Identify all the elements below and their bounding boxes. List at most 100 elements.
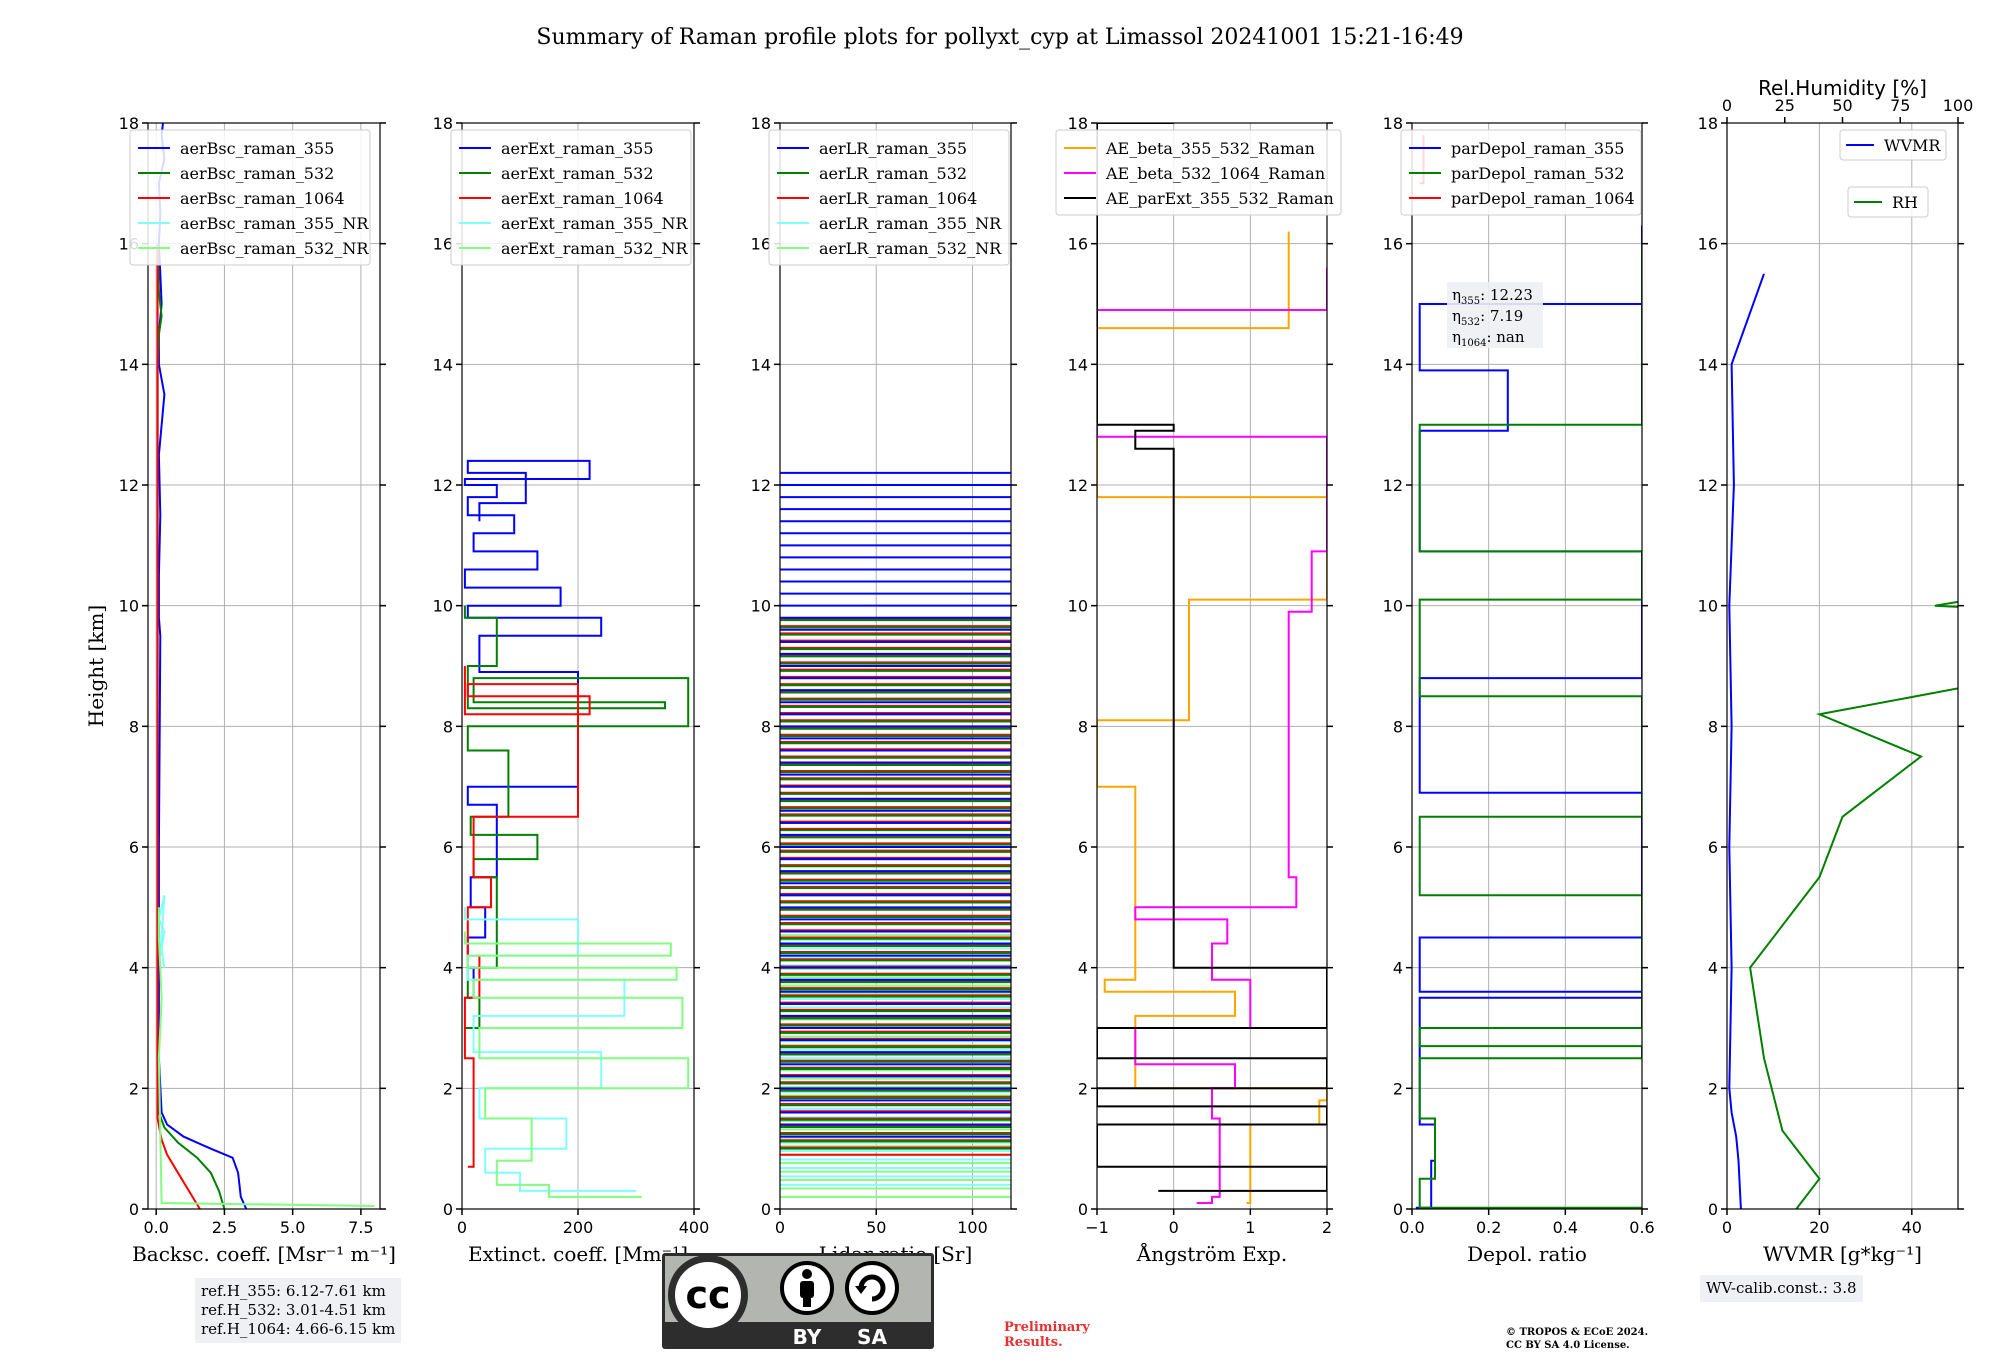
prelim-line-1: Preliminary — [1004, 1320, 1090, 1335]
y-tick-label: 12 — [751, 476, 771, 495]
y-tick-label: 6 — [1078, 838, 1088, 857]
x-tick-label: 7.5 — [348, 1218, 373, 1237]
y-tick-label: 10 — [1698, 597, 1718, 616]
y-tick-label: 2 — [1393, 1079, 1403, 1098]
cc-text: cc — [685, 1273, 730, 1317]
legend-label: WVMR — [1884, 136, 1941, 155]
series-AE_beta_532_1064_Raman — [1097, 267, 1327, 1204]
y-tick-label: 10 — [1383, 597, 1403, 616]
x-axis-label: Backsc. coeff. [Msr⁻¹ m⁻¹] — [132, 1242, 396, 1266]
copyright-note: © TROPOS & ECoE 2024. CC BY SA 4.0 Licen… — [1506, 1326, 1648, 1352]
y-tick-label: 18 — [1383, 114, 1403, 133]
copyright-line-1: © TROPOS & ECoE 2024. — [1506, 1327, 1649, 1338]
y-tick-label: 18 — [751, 114, 771, 133]
y-tick-label: 12 — [119, 476, 139, 495]
y-tick-label: 2 — [761, 1079, 771, 1098]
y-tick-label: 6 — [761, 838, 771, 857]
legend-label: parDepol_raman_355 — [1451, 139, 1624, 158]
legend-label: aerLR_raman_532 — [819, 164, 967, 183]
ref-h-532: ref.H_532: 3.01-4.51 km — [201, 1301, 386, 1319]
x-tick-label: 40 — [1902, 1218, 1922, 1237]
x-tick-label: 0.2 — [1476, 1218, 1501, 1237]
y-tick-label: 16 — [1383, 235, 1403, 254]
legend-label: aerExt_raman_355_NR — [501, 214, 689, 233]
series-aerBsc_raman_1064 — [156, 243, 201, 1209]
series-group — [463, 459, 690, 1198]
y-tick-label: 2 — [1078, 1079, 1088, 1098]
legend-box — [450, 129, 692, 266]
x-tick-label: 0 — [457, 1218, 467, 1237]
series-aerBsc_raman_532_NR — [157, 907, 375, 1207]
panel-lr: 024681012141618050100Lidar ratio [Sr]aer… — [751, 114, 1017, 1266]
legend-label: aerLR_raman_355_NR — [819, 214, 1002, 233]
wv-calibration-box: WV-calib.const.: 3.8 — [1700, 1275, 1863, 1302]
x-tick-label: 2.5 — [212, 1218, 237, 1237]
plot-frame — [1096, 122, 1328, 1210]
series-group — [156, 123, 375, 1209]
legend-label: AE_parExt_355_532_Raman — [1105, 189, 1334, 208]
x-tick-label: 100 — [957, 1218, 988, 1237]
y-tick-label: 0 — [129, 1200, 139, 1219]
y-tick-label: 6 — [1708, 838, 1718, 857]
series-WVMR — [1728, 273, 1765, 1209]
y-tick-label: 12 — [1698, 476, 1718, 495]
series-aerBsc_raman_355 — [157, 123, 248, 1209]
legend-label: aerExt_raman_532_NR — [501, 239, 689, 258]
series-parDepol_raman_355 — [1415, 225, 1642, 1209]
x-axis-label: Depol. ratio — [1467, 1242, 1587, 1266]
y-tick-label: 8 — [761, 717, 771, 736]
y-tick-label: 12 — [433, 476, 453, 495]
series-group — [1728, 273, 1958, 1209]
y-tick-label: 4 — [761, 959, 771, 978]
y-tick-label: 10 — [119, 597, 139, 616]
plot-frame — [779, 122, 1012, 1210]
x-tick-label: 0.0 — [143, 1218, 168, 1237]
plot-frame — [1411, 122, 1643, 1210]
legend-label: AE_beta_532_1064_Raman — [1105, 164, 1325, 183]
series-AE_beta_355_532_Raman — [1097, 231, 1327, 1204]
y-tick-label: 10 — [433, 597, 453, 616]
legend-label: aerExt_raman_1064 — [501, 189, 664, 208]
y-tick-label: 0 — [1393, 1200, 1403, 1219]
ref-h-1064: ref.H_1064: 4.66-6.15 km — [201, 1320, 396, 1338]
x-tick-label: 0 — [1722, 1218, 1732, 1237]
legend-label: aerBsc_raman_1064 — [180, 189, 345, 208]
top-x-tick-label: 50 — [1832, 96, 1852, 115]
y-tick-label: 8 — [443, 717, 453, 736]
x-tick-label: 50 — [866, 1218, 886, 1237]
series-AE_parExt_355_532_Raman — [1097, 123, 1327, 1192]
reference-height-box: ref.H_355: 6.12-7.61 km ref.H_532: 3.01-… — [195, 1278, 402, 1343]
y-tick-label: 12 — [1068, 476, 1088, 495]
sa-label: SA — [857, 1325, 887, 1349]
legend-box — [129, 129, 371, 266]
series-aerExt_raman_355_NR — [463, 907, 636, 1192]
panel-depol: 0 2 4 6 8 10 12 14 16 18 0.0 0.2 0.4 0.6 Depol. ratio p… — [1383, 114, 1655, 1266]
x-tick-label: 5.0 — [280, 1218, 305, 1237]
top-x-tick-label: 0 — [1722, 96, 1732, 115]
x-tick-label: −1 — [1085, 1218, 1109, 1237]
by-label: BY — [793, 1325, 822, 1349]
y-tick-label: 18 — [433, 114, 453, 133]
y-tick-label: 4 — [1393, 959, 1403, 978]
x-tick-label: 20 — [1809, 1218, 1829, 1237]
legend-box — [1839, 129, 1947, 161]
legend-label: parDepol_raman_1064 — [1451, 189, 1635, 208]
x-axis-label: Ångström Exp. — [1136, 1241, 1287, 1266]
y-tick-label: 8 — [1393, 717, 1403, 736]
y-tick-label: 0 — [443, 1200, 453, 1219]
y-tick-label: 14 — [1383, 355, 1403, 374]
y-tick-label: 0 — [1708, 1200, 1718, 1219]
y-tick-label: 18 — [1698, 114, 1718, 133]
x-tick-label: 0.4 — [1553, 1218, 1578, 1237]
legend-label: aerExt_raman_532 — [501, 164, 654, 183]
y-tick-label: 4 — [443, 959, 453, 978]
legend-box — [1400, 129, 1642, 216]
panel-ext: 0 2 4 6 8 10 12 14 16 18 0 200 400 Extinct. coeff. [M… — [433, 114, 710, 1266]
legend-box — [1055, 129, 1342, 216]
share-alike-icon — [845, 1261, 899, 1315]
cc-license-logo: cc BY SA — [662, 1253, 934, 1349]
x-axis-label: WVMR [g*kg⁻¹] — [1763, 1242, 1922, 1266]
